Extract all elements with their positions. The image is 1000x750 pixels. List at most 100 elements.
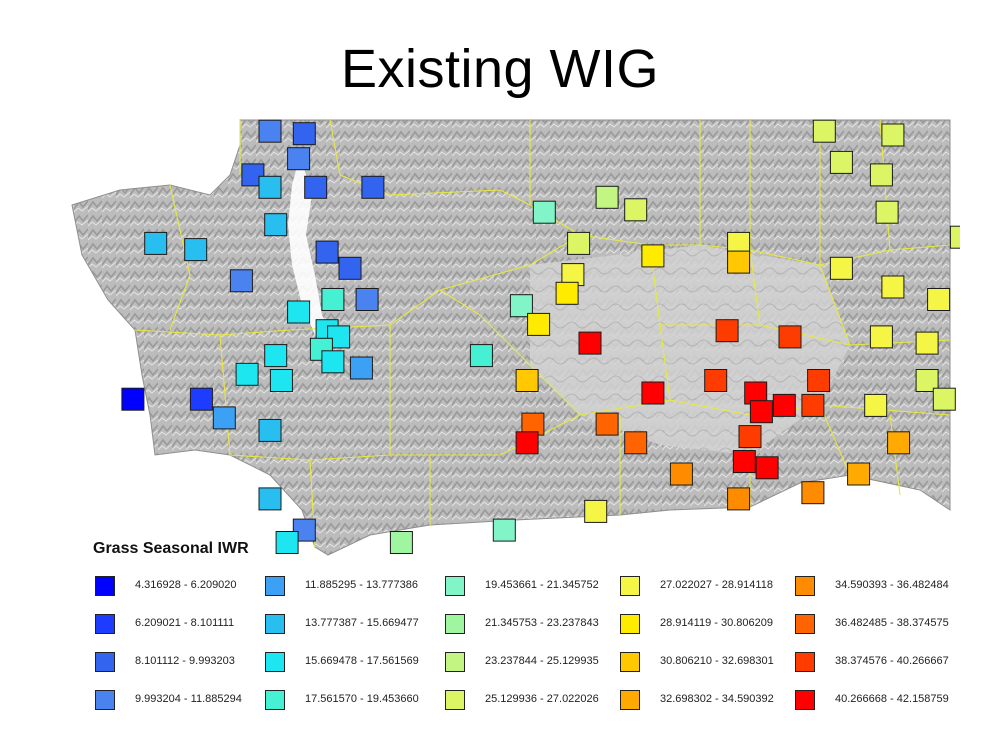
station-marker <box>807 369 831 392</box>
legend-label: 21.345753 - 23.237843 <box>485 617 599 629</box>
station-marker <box>258 119 282 143</box>
washington-state-map <box>71 119 960 556</box>
station-marker <box>527 312 551 336</box>
legend-swatch <box>95 614 115 634</box>
station-marker <box>801 393 825 417</box>
legend-label: 23.237844 - 25.129935 <box>485 655 599 667</box>
station-marker <box>669 462 693 486</box>
legend-swatch <box>265 690 285 710</box>
legend-label: 25.129936 - 27.022026 <box>485 693 599 705</box>
station-marker <box>258 418 282 442</box>
station-marker <box>121 387 145 411</box>
legend-label: 27.022027 - 28.914118 <box>660 579 773 591</box>
legend-swatch <box>795 652 815 672</box>
station-marker <box>264 213 288 237</box>
station-marker <box>258 487 282 511</box>
station-marker <box>887 431 911 455</box>
station-marker <box>567 231 591 255</box>
station-marker <box>755 456 779 480</box>
legend-swatch <box>445 652 465 672</box>
slide-title: Existing WIG <box>340 39 660 99</box>
station-marker <box>287 147 311 171</box>
station-marker <box>144 231 168 255</box>
legend-swatch <box>795 576 815 596</box>
legend-label: 36.482485 - 38.374575 <box>835 617 949 629</box>
station-marker <box>338 256 362 280</box>
station-marker <box>915 331 939 355</box>
station-marker <box>389 531 413 554</box>
station-marker <box>927 288 951 311</box>
station-marker <box>469 344 493 368</box>
legend-label: 13.777387 - 15.669477 <box>305 617 419 629</box>
legend-swatch <box>265 576 285 596</box>
legend-label: 32.698302 - 34.590392 <box>660 693 774 705</box>
station-marker <box>847 462 871 486</box>
station-marker <box>704 369 728 392</box>
station-marker <box>881 275 905 299</box>
legend-title: Grass Seasonal IWR <box>93 540 249 557</box>
legend-swatch <box>445 576 465 596</box>
station-marker <box>864 393 888 417</box>
legend-label: 4.316928 - 6.209020 <box>135 579 237 591</box>
station-marker <box>275 531 299 554</box>
station-marker <box>915 369 939 392</box>
station-marker <box>641 381 665 405</box>
station-marker <box>715 319 739 343</box>
legend-swatch <box>95 652 115 672</box>
station-marker <box>258 175 282 199</box>
legend-swatch <box>95 576 115 596</box>
station-marker <box>321 350 345 374</box>
station-marker <box>624 431 648 455</box>
station-marker <box>327 325 351 349</box>
station-marker <box>235 362 259 386</box>
legend-swatch <box>265 652 285 672</box>
station-marker <box>949 225 960 249</box>
station-marker <box>492 518 516 542</box>
legend: 4.316928 - 6.209020 6.209021 - 8.101111 8.… <box>95 575 975 725</box>
station-marker <box>801 481 825 505</box>
station-marker <box>532 200 556 224</box>
station-marker <box>287 300 311 324</box>
station-marker <box>727 250 751 274</box>
map-panel <box>60 115 960 565</box>
station-marker <box>829 256 853 280</box>
station-marker <box>229 269 253 293</box>
county-boundaries <box>134 119 951 548</box>
station-marker <box>241 163 265 187</box>
station-marker <box>584 499 608 523</box>
station-marker <box>349 356 373 380</box>
station-marker <box>875 200 899 224</box>
legend-label: 19.453661 - 21.345752 <box>485 579 599 591</box>
station-marker <box>595 412 619 436</box>
station-marker <box>812 119 836 143</box>
legend-label: 6.209021 - 8.101111 <box>135 617 235 629</box>
station-marker <box>189 387 213 411</box>
station-marker <box>738 425 762 449</box>
legend-label: 28.914119 - 30.806209 <box>660 617 773 629</box>
station-marker <box>869 325 893 349</box>
legend-swatch <box>620 614 640 634</box>
station-marker <box>264 344 288 368</box>
legend-label: 17.561570 - 19.453660 <box>305 693 419 705</box>
legend-label: 40.266668 - 42.158759 <box>835 693 949 705</box>
station-marker <box>881 123 905 147</box>
station-marker <box>269 369 293 392</box>
legend-label: 34.590393 - 36.482484 <box>835 579 949 591</box>
station-marker <box>732 450 756 473</box>
station-marker <box>578 331 602 355</box>
legend-swatch <box>795 614 815 634</box>
station-marker <box>304 175 328 199</box>
legend-swatch <box>445 690 465 710</box>
station-marker <box>515 431 539 455</box>
station-marker <box>772 393 796 417</box>
station-marker <box>321 288 345 311</box>
station-marker <box>749 400 773 424</box>
legend-swatch <box>445 614 465 634</box>
station-marker <box>555 281 579 305</box>
station-marker <box>778 325 802 349</box>
legend-label: 8.101112 - 9.993203 <box>135 655 235 667</box>
station-marker <box>184 238 208 262</box>
station-marker <box>212 406 236 430</box>
station-marker <box>292 122 316 146</box>
station-marker <box>361 175 385 199</box>
